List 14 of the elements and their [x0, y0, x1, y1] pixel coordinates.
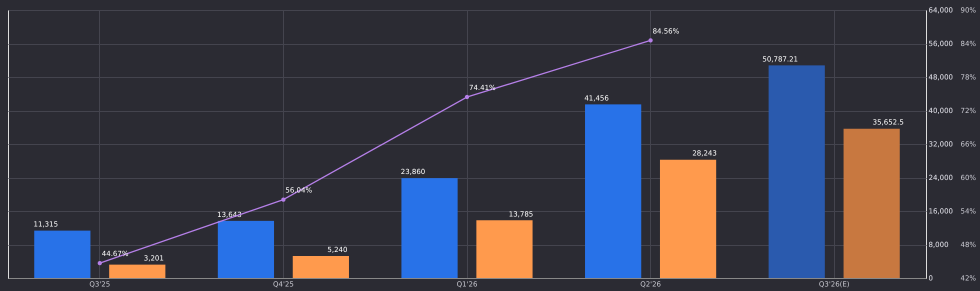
bar [292, 256, 349, 278]
bar [585, 104, 642, 278]
bar [476, 220, 533, 278]
point [464, 94, 470, 100]
point [648, 38, 653, 42]
bar [401, 178, 458, 278]
point [98, 260, 102, 266]
bar [34, 230, 90, 278]
bar [109, 264, 166, 278]
bar [768, 65, 825, 278]
bar [660, 160, 716, 278]
bar [218, 220, 274, 278]
bar [844, 128, 900, 278]
point [281, 197, 286, 202]
